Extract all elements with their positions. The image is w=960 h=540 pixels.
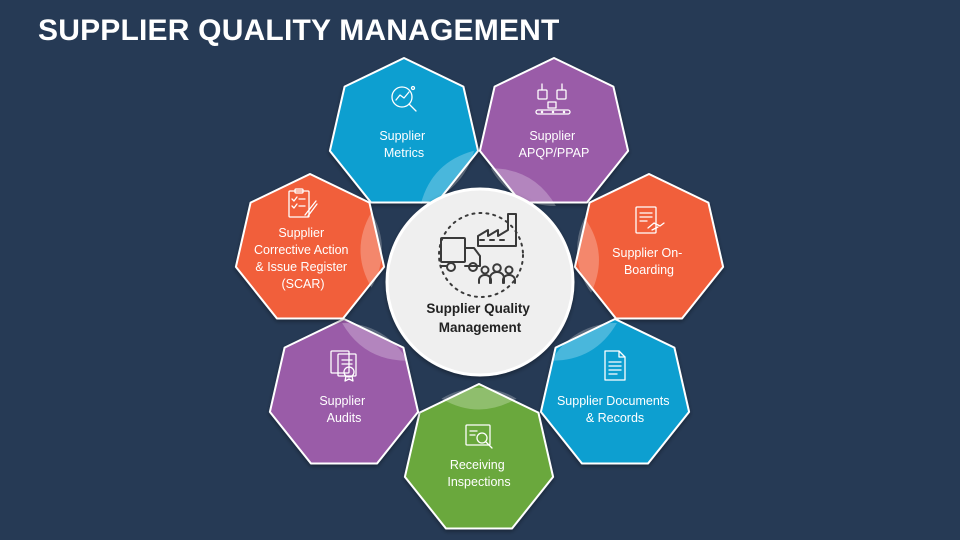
node-supplier-metrics: Supplier Metrics: [328, 57, 480, 204]
svg-text:Supplier On- Boarding: Supplier On- Boarding: [612, 246, 686, 277]
node-shape: [268, 318, 420, 465]
node-supplier-apqp-ppap: Supplier APQP/PPAP: [478, 57, 630, 207]
node-label-line: Supplier: [278, 226, 324, 240]
node-accent: [490, 168, 556, 207]
audit-documents-icon: [330, 350, 357, 382]
center-label-line: Management: [439, 320, 522, 335]
node-label-line: APQP/PPAP: [519, 146, 590, 160]
node-accent: [360, 212, 382, 288]
node-label-line: Receiving: [450, 458, 505, 472]
node-supplier-scar: Supplier Corrective Action & Issue Regis…: [234, 173, 386, 320]
node-accent: [420, 150, 474, 204]
node-label-line: Inspections: [447, 475, 510, 489]
robot-conveyor-icon: [535, 83, 571, 115]
svg-text:Supplier Corrective Acti: Supplier Corrective Action & Issue Regis…: [254, 226, 352, 291]
node-shape: [478, 57, 630, 204]
node-supplier-documents-records: Supplier Documents & Records: [539, 318, 691, 465]
slide-title: SUPPLIER QUALITY MANAGEMENT: [38, 14, 560, 47]
node-accent: [577, 217, 599, 293]
svg-text:Supplier Quality Managem: Supplier Quality Management: [426, 301, 533, 335]
svg-text:Supplier Audits: Supplier Audits: [319, 394, 368, 425]
node-label-line: Supplier: [319, 394, 365, 408]
node-label-line: Supplier: [379, 129, 425, 143]
document-icon: [604, 350, 626, 381]
svg-text:Supplier Documents & Rec: Supplier Documents & Records: [557, 394, 673, 425]
node-accent: [441, 388, 517, 410]
svg-text:Supplier APQP/PPAP: Supplier APQP/PPAP: [519, 129, 590, 160]
node-shape: [573, 173, 725, 320]
node-supplier-audits: Supplier Audits: [268, 318, 420, 465]
contract-handshake-icon: [635, 206, 665, 234]
node-label-line: Supplier: [529, 129, 575, 143]
node-receiving-inspections: Receiving Inspections: [403, 383, 555, 530]
node-label-line: Audits: [327, 411, 362, 425]
node-label-line: & Issue Register: [255, 260, 347, 274]
node-label-line: Supplier On-: [612, 246, 682, 260]
magnifier-chart-icon: [391, 85, 417, 112]
node-accent: [551, 322, 617, 361]
node-label-line: & Records: [586, 411, 644, 425]
node-accent: [342, 322, 408, 361]
factory-truck-people-icon: [438, 212, 524, 298]
node-label-line: Boarding: [624, 263, 674, 277]
node-supplier-onboarding: Supplier On- Boarding: [573, 173, 725, 320]
center-hub: Supplier Quality Management: [385, 187, 575, 377]
node-label-line: Corrective Action: [254, 243, 349, 257]
node-shape: [539, 318, 691, 465]
node-shape: [328, 57, 480, 204]
node-label-line: Metrics: [384, 146, 424, 160]
inspection-screen-icon: [465, 424, 493, 449]
node-shape: [234, 173, 386, 320]
svg-text:Receiving Inspections: Receiving Inspections: [447, 458, 510, 489]
node-label-line: Supplier Documents: [557, 394, 670, 408]
svg-text:Supplier Metrics: Supplier Metrics: [379, 129, 428, 160]
node-label-line: (SCAR): [281, 277, 324, 291]
node-shape: [403, 383, 555, 530]
checklist-pen-icon: [288, 188, 318, 218]
center-label-line: Supplier Quality: [426, 301, 530, 316]
